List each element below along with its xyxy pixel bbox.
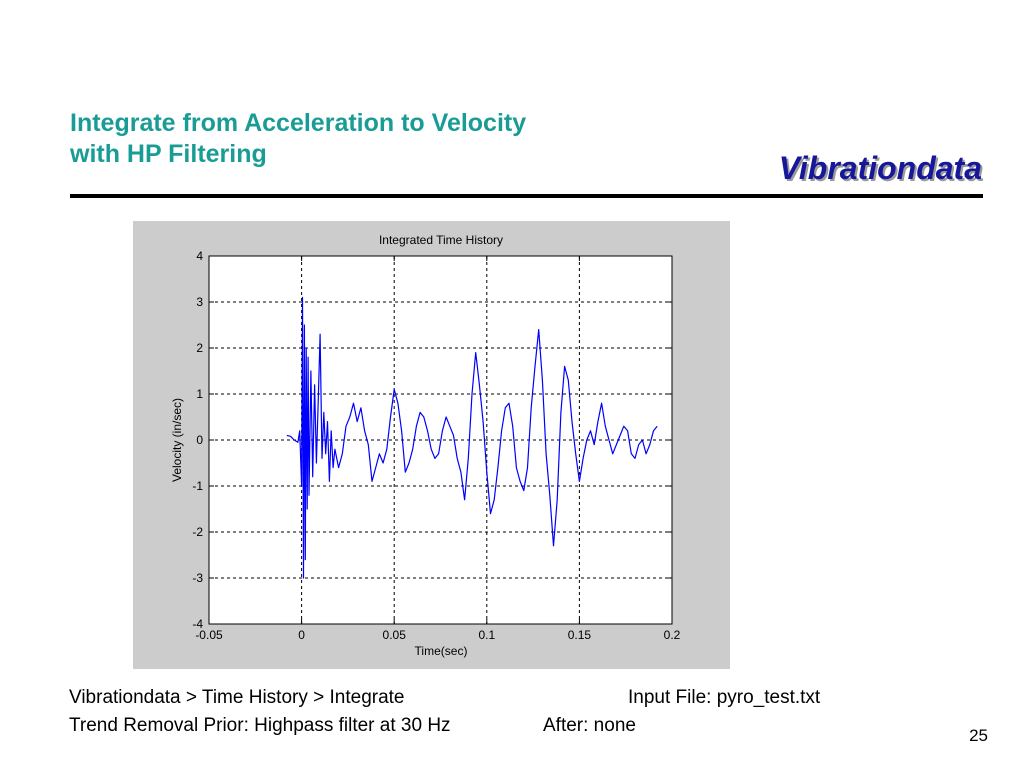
grid-lines: [209, 256, 672, 624]
x-tick-label: 0.2: [664, 628, 681, 642]
title-divider: [70, 194, 983, 198]
chart-figure: Integrated Time History -0.05 0 0.05 0.1 0.1…: [133, 221, 730, 669]
y-tick-label: -2: [192, 525, 203, 539]
series-layer: [286, 296, 658, 579]
y-axis-label: Velocity (in/sec): [170, 398, 184, 482]
y-tick-label: 3: [196, 295, 203, 309]
x-tick-label: 0: [298, 628, 305, 642]
chart-title: Integrated Time History: [379, 233, 503, 247]
y-tick-label: -3: [192, 571, 203, 585]
velocity-chart: Integrated Time History -0.05 0 0.05 0.1 0.1…: [170, 233, 681, 658]
x-tick-label: 0.1: [478, 628, 495, 642]
tick-marks: [208, 255, 673, 625]
y-tick-label: 0: [196, 433, 203, 447]
caption-trend-removal: Trend Removal Prior: Highpass filter at …: [69, 715, 451, 736]
slide-title-line-1: Integrate from Acceleration to Velocity: [70, 109, 527, 137]
x-tick-label: 0.05: [383, 628, 407, 642]
caption-menu-path: Vibrationdata > Time History > Integrate: [69, 687, 405, 708]
y-tick-label: -1: [192, 479, 203, 493]
y-tick-labels: -4 -3 -2 -1 0 1 2 3 4: [192, 249, 203, 631]
x-tick-label: -0.05: [195, 628, 223, 642]
caption-after: After: none: [543, 715, 636, 736]
slide-title-line-2: with HP Filtering: [70, 140, 267, 168]
x-tick-label: 0.15: [568, 628, 592, 642]
y-tick-label: 4: [196, 249, 203, 263]
y-tick-label: -4: [192, 617, 203, 631]
y-tick-label: 1: [196, 387, 203, 401]
brand-logo-text: Vibrationdata: [778, 150, 982, 186]
velocity-series-line: [286, 296, 658, 579]
y-tick-label: 2: [196, 341, 203, 355]
caption-input-file: Input File: pyro_test.txt: [628, 687, 821, 708]
x-axis-label: Time(sec): [415, 644, 468, 658]
x-tick-labels: -0.05 0 0.05 0.1 0.15 0.2: [195, 628, 680, 642]
slide-title: Integrate from Acceleration to Velocity …: [70, 108, 526, 170]
page-number: 25: [969, 726, 988, 745]
